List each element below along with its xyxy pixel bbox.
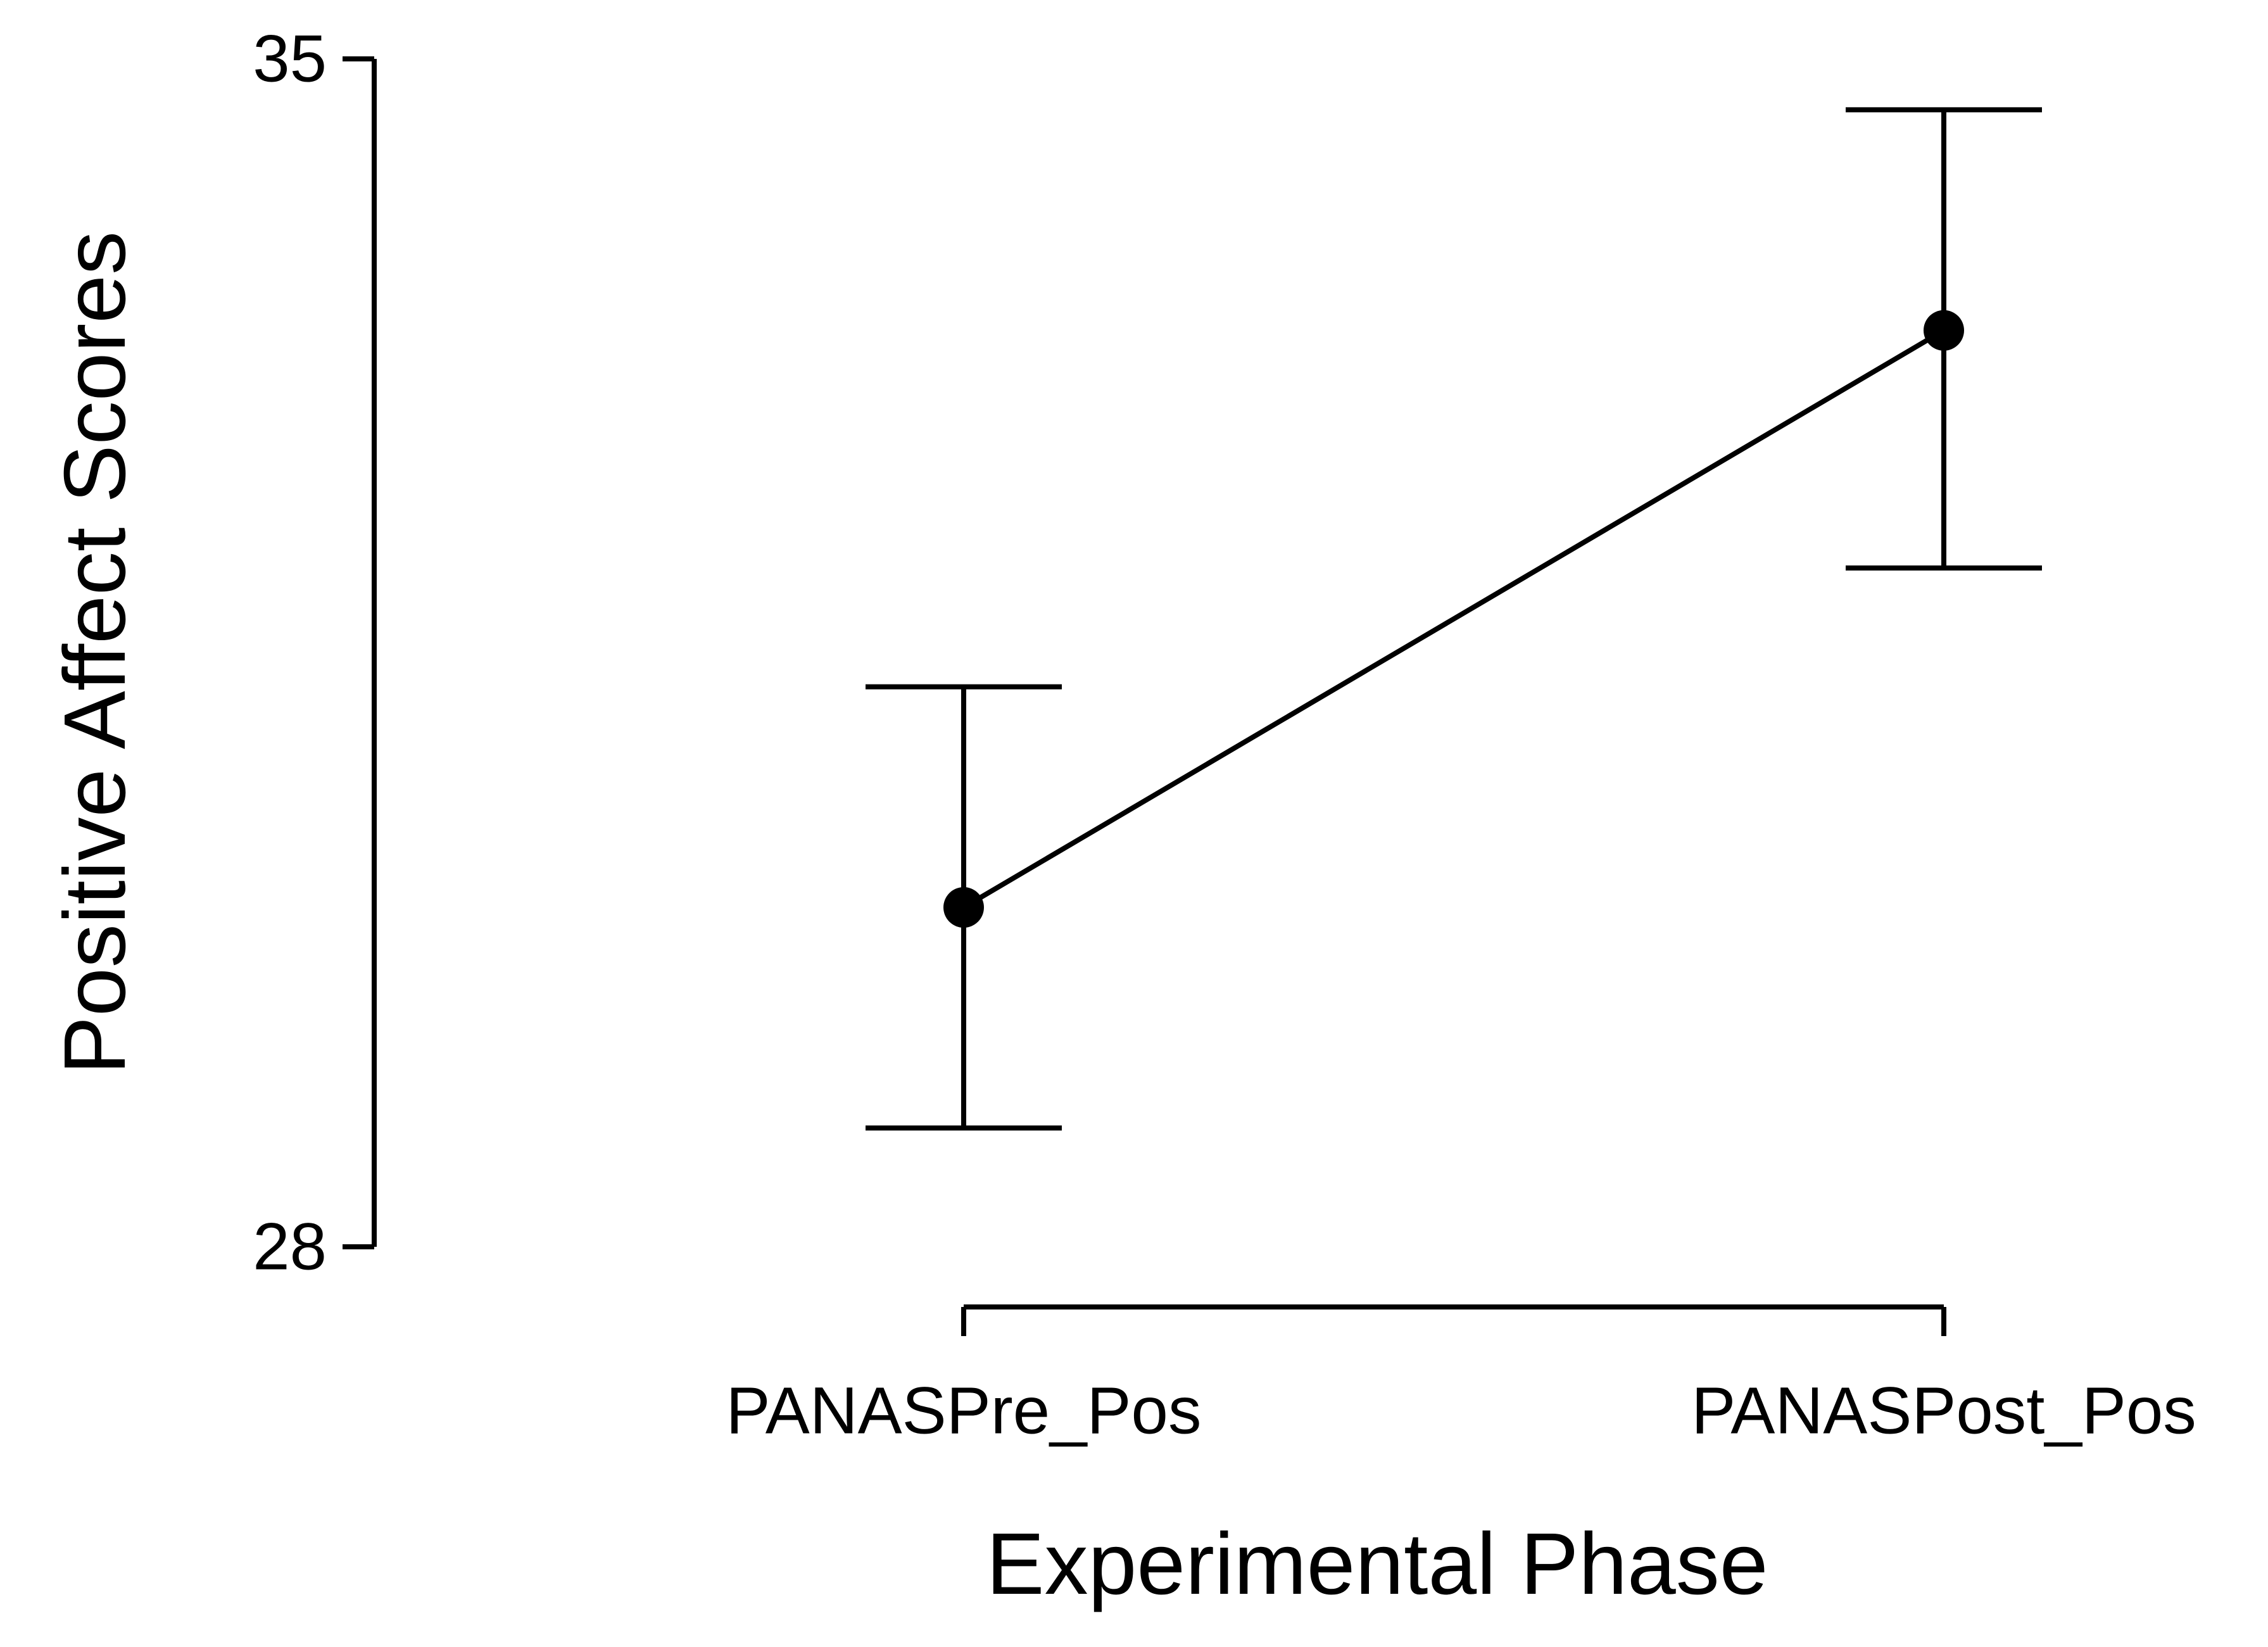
series-line [962, 328, 1946, 910]
x-category-label-post: PANASPost_Pos [1691, 1373, 2196, 1448]
y-tick-label-bottom: 28 [253, 1209, 327, 1284]
data-point [1924, 310, 1964, 351]
data-point [943, 887, 984, 928]
x-axis-title: Experimental Phase [986, 1515, 1768, 1613]
y-axis-title: Positive Affect Scores [46, 230, 144, 1075]
x-category-label-pre: PANASPre_Pos [726, 1373, 1202, 1448]
y-tick-label-top: 35 [253, 22, 327, 96]
